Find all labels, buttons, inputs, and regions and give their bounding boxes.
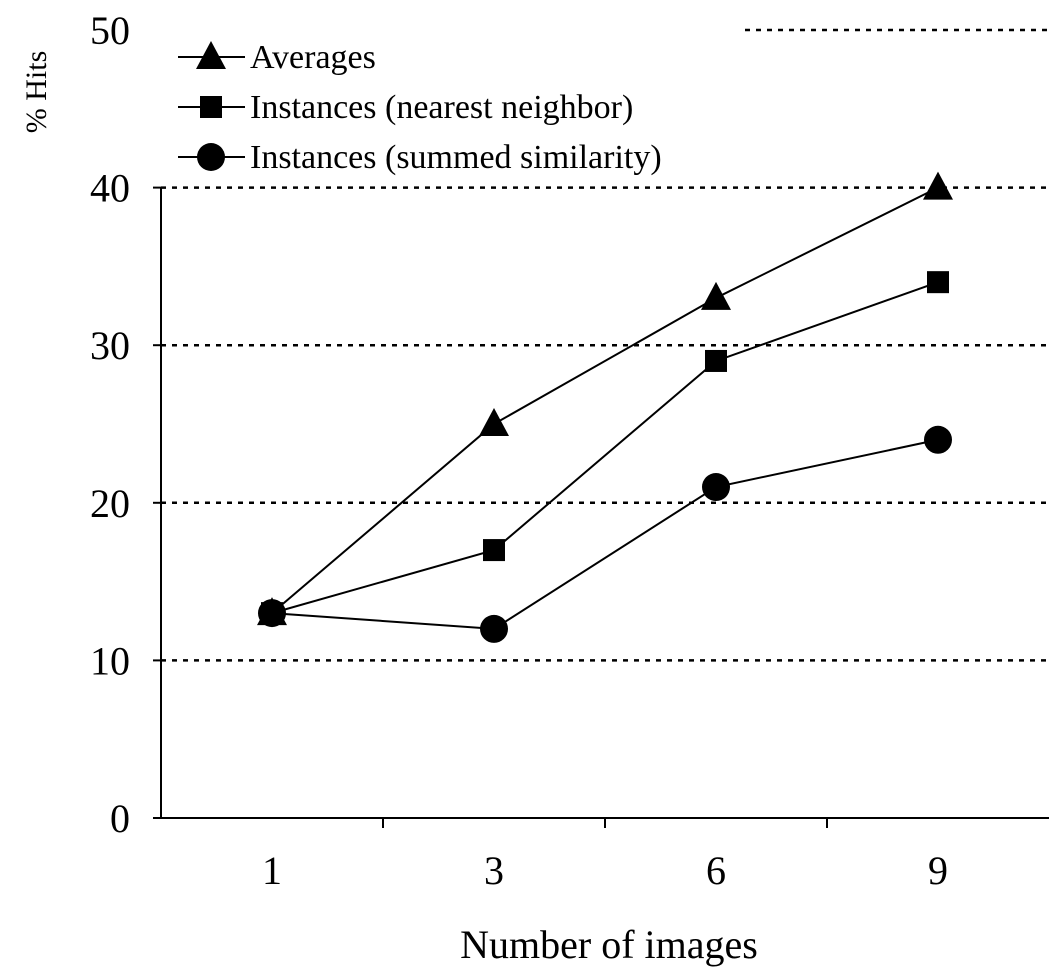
data-point <box>480 614 508 643</box>
series-square <box>261 271 949 625</box>
gridlines <box>161 28 1049 662</box>
data-point <box>705 349 727 372</box>
legend-marker <box>197 143 225 171</box>
x-tick-label: 1 <box>262 848 282 893</box>
y-tick-label: 30 <box>90 323 130 368</box>
x-tick-labels: 1 3 6 9 <box>262 848 948 893</box>
data-point <box>923 171 953 200</box>
legend-item: Instances (nearest neighbor) <box>178 89 633 126</box>
x-tick-label: 6 <box>706 848 726 893</box>
legend-item: Averages <box>178 39 376 76</box>
legend-marker <box>200 96 222 118</box>
series-circle <box>258 425 952 643</box>
series-line <box>271 281 939 615</box>
data-point <box>483 539 505 562</box>
legend-label: Instances (nearest neighbor) <box>250 89 633 126</box>
series <box>257 171 953 643</box>
y-tick-label: 20 <box>90 481 130 526</box>
series-line <box>271 186 939 614</box>
y-tick-label: 10 <box>90 638 130 683</box>
data-point <box>924 425 952 454</box>
y-tick-label: 50 <box>90 8 130 53</box>
y-tick-labels: 0 10 20 30 40 50 <box>90 8 130 841</box>
y-tick-label: 0 <box>110 796 130 841</box>
data-point <box>702 473 730 502</box>
x-axis-label: Number of images <box>460 922 758 967</box>
x-tick-label: 9 <box>928 848 948 893</box>
series-line <box>271 438 939 630</box>
data-point <box>927 271 949 294</box>
data-point <box>701 281 731 310</box>
legend-item: Instances (summed similarity) <box>178 139 662 176</box>
data-point <box>479 408 509 436</box>
data-point <box>258 599 286 628</box>
legend-marker <box>196 41 226 69</box>
legend-label: Instances (summed similarity) <box>250 139 662 176</box>
y-axis-label: % Hits <box>20 51 53 134</box>
legend: Averages Instances (nearest neighbor) Inst… <box>178 39 662 176</box>
x-tick-label: 3 <box>484 848 504 893</box>
axes <box>153 186 1049 828</box>
y-tick-label: 40 <box>90 166 130 211</box>
legend-label: Averages <box>250 39 376 76</box>
